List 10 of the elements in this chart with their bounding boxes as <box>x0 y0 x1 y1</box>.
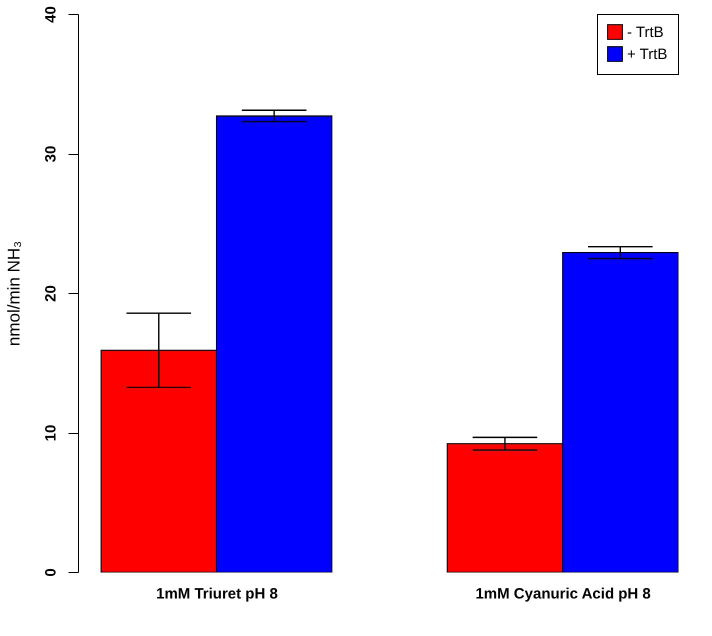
y-tick-label: 30 <box>42 146 60 162</box>
x-tick-label: 1mM Cyanuric Acid pH 8 <box>475 586 651 602</box>
y-axis-title: nmol/min NH₃ <box>4 240 24 346</box>
y-tick-label: 40 <box>42 6 60 23</box>
x-tick-label: 1mM Triuret pH 8 <box>156 586 278 602</box>
y-tick-label: 10 <box>42 424 60 442</box>
y-tick-label: 0 <box>42 568 60 577</box>
legend-label: + TrtB <box>627 46 668 63</box>
y-tick-label: 20 <box>42 285 60 302</box>
legend-label: - TrtB <box>627 24 664 41</box>
